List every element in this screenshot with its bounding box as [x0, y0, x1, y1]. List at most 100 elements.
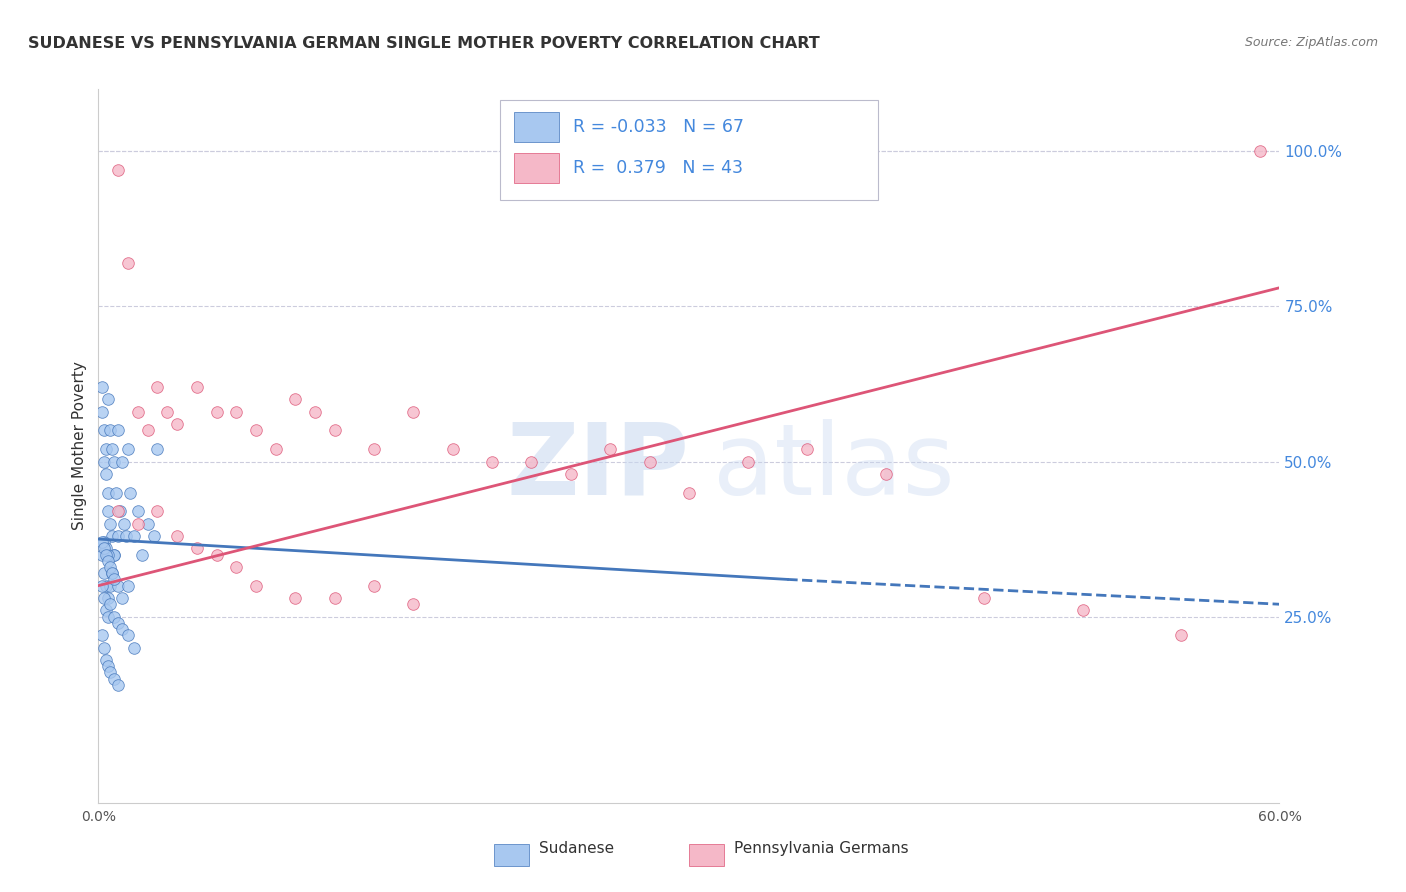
Point	[96, 579, 118, 593]
Point	[98, 597, 121, 611]
Point	[127, 516, 149, 531]
Point	[363, 442, 385, 456]
Point	[481, 454, 503, 468]
Point	[284, 591, 307, 605]
Point	[98, 424, 121, 438]
Point	[107, 504, 129, 518]
Point	[107, 529, 129, 543]
Point	[205, 548, 228, 562]
Point	[146, 380, 169, 394]
Point	[186, 380, 208, 394]
Point	[101, 566, 124, 581]
Point	[737, 454, 759, 468]
Point	[111, 591, 134, 605]
Text: Sudanese: Sudanese	[538, 841, 614, 856]
Point	[97, 485, 120, 500]
Point	[520, 454, 543, 468]
Point	[96, 541, 118, 556]
Point	[1170, 628, 1192, 642]
Point	[97, 591, 120, 605]
Point	[93, 591, 115, 605]
Point	[225, 560, 247, 574]
Y-axis label: Single Mother Poverty: Single Mother Poverty	[72, 361, 87, 531]
Point	[96, 603, 118, 617]
Point	[112, 516, 135, 531]
Point	[103, 548, 125, 562]
Point	[93, 640, 115, 655]
Point	[245, 424, 267, 438]
Point	[105, 485, 128, 500]
Text: Source: ZipAtlas.com: Source: ZipAtlas.com	[1244, 36, 1378, 49]
Point	[142, 529, 165, 543]
Point	[678, 485, 700, 500]
Point	[363, 579, 385, 593]
Text: SUDANESE VS PENNSYLVANIA GERMAN SINGLE MOTHER POVERTY CORRELATION CHART: SUDANESE VS PENNSYLVANIA GERMAN SINGLE M…	[28, 36, 820, 51]
Point	[98, 516, 121, 531]
Point	[127, 405, 149, 419]
Point	[93, 535, 115, 549]
Point	[156, 405, 179, 419]
Point	[441, 442, 464, 456]
Point	[93, 541, 115, 556]
Point	[117, 256, 139, 270]
Point	[599, 442, 621, 456]
Point	[264, 442, 287, 456]
Point	[122, 529, 145, 543]
Point	[107, 579, 129, 593]
FancyBboxPatch shape	[515, 153, 560, 183]
FancyBboxPatch shape	[689, 844, 724, 865]
Point	[107, 424, 129, 438]
Point	[136, 516, 159, 531]
FancyBboxPatch shape	[515, 112, 560, 142]
Point	[111, 622, 134, 636]
Point	[96, 548, 118, 562]
Point	[97, 504, 120, 518]
Point	[118, 485, 141, 500]
Point	[101, 529, 124, 543]
Point	[146, 504, 169, 518]
Point	[127, 504, 149, 518]
Point	[402, 597, 425, 611]
Point	[97, 659, 120, 673]
Point	[91, 548, 114, 562]
Point	[111, 454, 134, 468]
Point	[96, 467, 118, 481]
Point	[117, 442, 139, 456]
Point	[91, 405, 114, 419]
Text: R =  0.379   N = 43: R = 0.379 N = 43	[574, 159, 744, 177]
Text: atlas: atlas	[713, 419, 955, 516]
Point	[136, 424, 159, 438]
FancyBboxPatch shape	[494, 844, 530, 865]
Point	[304, 405, 326, 419]
Point	[323, 424, 346, 438]
Point	[560, 467, 582, 481]
Point	[98, 665, 121, 680]
Point	[1249, 145, 1271, 159]
Point	[166, 417, 188, 432]
Point	[91, 535, 114, 549]
Point	[107, 162, 129, 177]
Point	[98, 579, 121, 593]
Point	[101, 442, 124, 456]
Point	[115, 529, 138, 543]
Point	[107, 615, 129, 630]
Point	[98, 560, 121, 574]
Point	[117, 579, 139, 593]
Point	[93, 424, 115, 438]
Point	[103, 573, 125, 587]
Text: ZIP: ZIP	[506, 419, 689, 516]
Point	[875, 467, 897, 481]
Point	[122, 640, 145, 655]
Point	[186, 541, 208, 556]
FancyBboxPatch shape	[501, 100, 877, 200]
Point	[103, 609, 125, 624]
Point	[101, 566, 124, 581]
Point	[97, 609, 120, 624]
Point	[97, 554, 120, 568]
Point	[973, 591, 995, 605]
Point	[117, 628, 139, 642]
Point	[103, 548, 125, 562]
Point	[93, 454, 115, 468]
Point	[97, 392, 120, 407]
Point	[205, 405, 228, 419]
